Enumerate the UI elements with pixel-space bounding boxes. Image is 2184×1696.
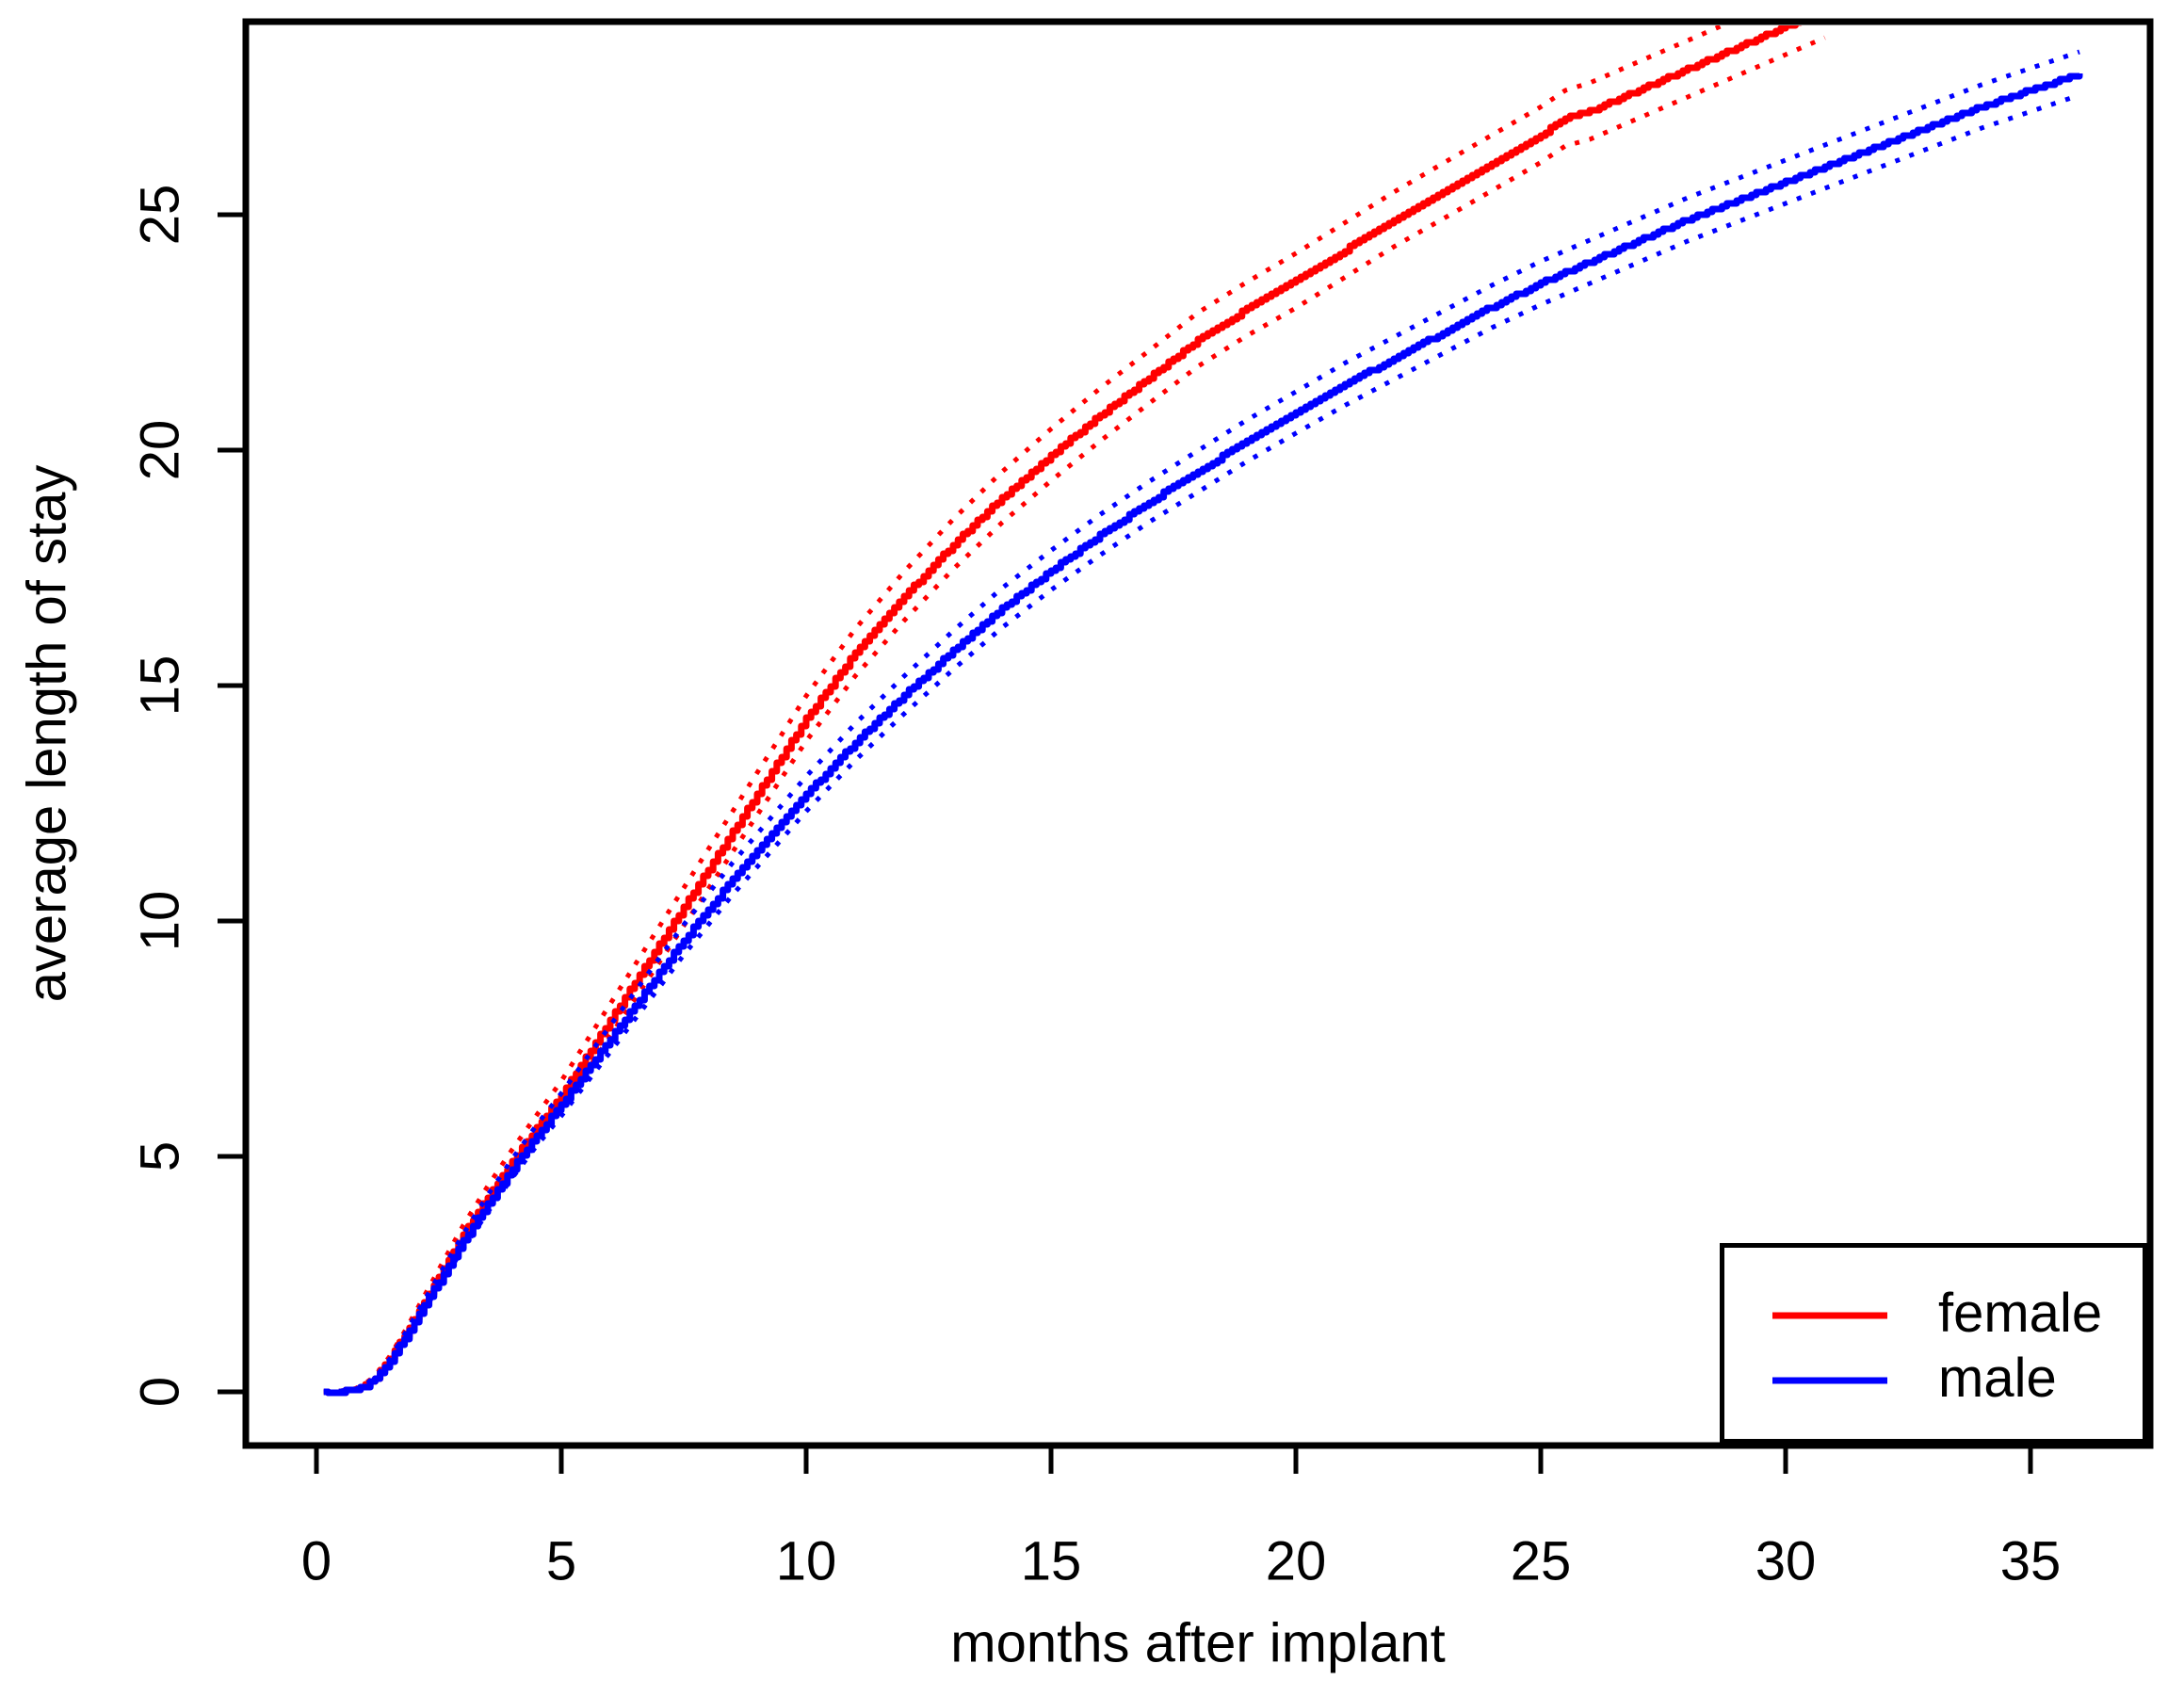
x-axis-title: months after implant <box>950 1612 1446 1674</box>
male-curve <box>323 73 2083 1397</box>
y-tick-label: 5 <box>129 1140 191 1172</box>
x-tick-label: 15 <box>1020 1530 1082 1592</box>
legend: female male <box>1720 1243 2147 1444</box>
y-tick-label: 10 <box>129 890 191 952</box>
x-tick-label: 10 <box>775 1530 837 1592</box>
curves-group <box>323 25 2083 1397</box>
legend-item-label: male <box>1938 1347 2057 1409</box>
x-tick-label: 25 <box>1510 1530 1572 1592</box>
x-tick-label: 35 <box>1999 1530 2062 1592</box>
female-curve <box>323 25 1803 1397</box>
axes-group <box>218 18 2154 1474</box>
y-tick-label: 15 <box>129 654 191 717</box>
male-ci-lower-curve <box>323 92 2080 1395</box>
x-tick-label: 0 <box>300 1530 332 1592</box>
male-legend-line <box>1772 1377 1887 1384</box>
y-axis-title: average length of stay <box>16 464 78 1003</box>
y-tick-label: 0 <box>129 1376 191 1408</box>
x-tick-label: 5 <box>545 1530 577 1592</box>
male-ci-upper-curve <box>323 49 2080 1395</box>
y-tick-label: 25 <box>129 184 191 246</box>
female-ci-lower-curve <box>323 35 1826 1395</box>
female-ci-upper-curve <box>323 25 1729 1395</box>
y-tick-label: 20 <box>129 419 191 481</box>
plot-border <box>242 18 2154 1449</box>
x-tick-label: 30 <box>1755 1530 1817 1592</box>
female-legend-line <box>1772 1312 1887 1319</box>
x-tick-label: 20 <box>1265 1530 1327 1592</box>
legend-item-label: female <box>1938 1282 2103 1344</box>
